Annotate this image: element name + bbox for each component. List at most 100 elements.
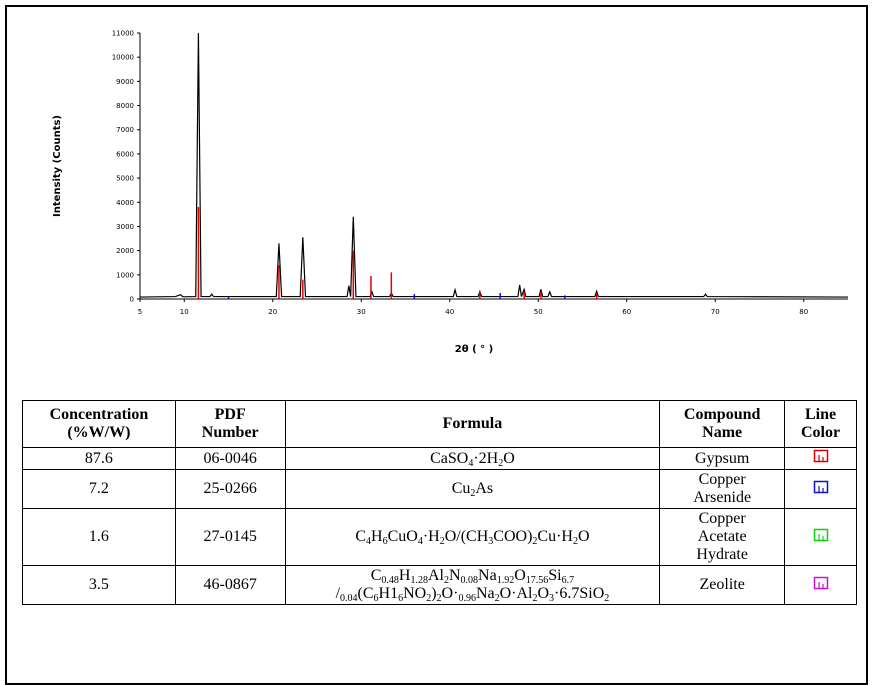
color-cell — [784, 565, 857, 605]
formula-text: Na — [478, 567, 497, 584]
compound-table: Concentration (%W/W) PDF Number Formula Compo… — [22, 400, 857, 605]
formula-subscript: 2 — [436, 593, 442, 604]
y-tick-label: 9000 — [116, 78, 134, 86]
x-tick-label: 5 — [138, 308, 142, 316]
y-tick-label: 3000 — [116, 223, 134, 231]
concentration-cell: 1.6 — [22, 508, 176, 566]
formula-text: H — [398, 567, 411, 584]
formula-subscript: 2 — [572, 536, 578, 547]
name-text: Hydrate — [696, 546, 748, 563]
formula-text: N — [448, 567, 461, 584]
formula-text: NO — [403, 585, 427, 602]
table-row: 1.6 27-0145 C4H6CuO4·H2O/(CH3COO)2Cu·H2O Co… — [22, 508, 857, 566]
formula-subscript: 6 — [382, 536, 388, 547]
formula-text: COO) — [493, 528, 533, 545]
formula-subscript: 2 — [470, 488, 476, 499]
name-text: Gypsum — [695, 449, 750, 467]
y-tick-label: 1000 — [116, 271, 134, 279]
line-color-icon — [813, 480, 828, 493]
name-cell: Zeolite — [659, 565, 786, 605]
x-tick-label: 50 — [534, 308, 543, 316]
header-cell: Formula — [284, 400, 661, 448]
header-text: Line — [804, 406, 837, 423]
y-axis-title: Intensity (Counts) — [52, 115, 63, 217]
formula-subscript: 6 — [373, 593, 379, 604]
formula-text: O/(CH — [444, 528, 489, 545]
y-tick-label: 11000 — [112, 30, 134, 38]
formula-text: C — [370, 567, 382, 584]
header-text: Compound — [683, 406, 761, 423]
icon-box — [813, 449, 828, 463]
formula-subscript: 0.96 — [458, 593, 476, 604]
name-cell: Gypsum — [659, 447, 786, 470]
header-text: Formula — [442, 415, 503, 432]
pdf-cell: 27-0145 — [174, 508, 286, 566]
formula-text: Cu — [451, 480, 471, 497]
x-tick-label: 80 — [799, 308, 808, 316]
y-tick-label: 7000 — [116, 126, 134, 134]
formula-text: O· — [441, 585, 459, 602]
header-text: Concentration — [49, 406, 149, 423]
color-cell — [784, 469, 857, 509]
x-tick-label: 70 — [711, 308, 720, 316]
header-text: Color — [800, 424, 841, 441]
icon-box — [813, 528, 828, 541]
formula-line: C4H6CuO4·H2O/(CH3COO)2Cu·H2O — [288, 528, 658, 547]
formula-subscript: 2 — [532, 536, 538, 547]
formula-text: Al — [427, 567, 444, 584]
formula-text: Na — [475, 585, 495, 602]
header-text: PDF — [214, 406, 246, 423]
formula-line: CaSO4·2H2O — [288, 449, 658, 469]
table-row: 7.2 25-0266 Cu2As Copper Arsenide — [22, 469, 857, 509]
header-cell: Concentration (%W/W) — [22, 400, 176, 448]
x-tick-label: 60 — [622, 308, 631, 316]
formula-cell: Cu2As — [284, 469, 661, 509]
formula-cell: CaSO4·2H2O — [284, 447, 661, 470]
formula-subscript: 0.48 — [381, 575, 399, 586]
line-color-icon — [813, 449, 828, 463]
formula-subscript: 1.28 — [410, 575, 428, 586]
icon-box — [813, 480, 828, 493]
x-axis-title: 2θ ( ° ) — [455, 344, 493, 355]
line-color-icon — [813, 528, 828, 541]
name-text: Copper — [698, 510, 746, 527]
formula-text: Si — [548, 567, 562, 584]
header-text: Name — [702, 424, 743, 441]
y-tick-label: 8000 — [116, 102, 134, 110]
y-tick-label: 0 — [130, 296, 134, 304]
color-cell — [784, 447, 857, 470]
header-cell: PDF Number — [174, 400, 286, 448]
y-tick-label: 6000 — [116, 150, 134, 158]
name-cell: Copper Acetate Hydrate — [659, 508, 786, 566]
pdf-cell: 25-0266 — [174, 469, 286, 509]
table-row: 87.6 06-0046 CaSO4·2H2O Gypsum — [22, 447, 857, 470]
formula-text: As — [475, 480, 494, 497]
y-tick-label: 4000 — [116, 199, 134, 207]
formula-subscript: 6.7 — [561, 575, 575, 586]
formula-subscript: 3 — [488, 536, 494, 547]
formula-text: CaSO — [430, 449, 469, 467]
formula-subscript: 4 — [468, 457, 474, 469]
pdf-cell: 06-0046 — [174, 447, 286, 470]
formula-subscript: 4 — [366, 536, 372, 547]
formula-text: H1 — [378, 585, 399, 602]
formula-subscript: 2 — [532, 593, 538, 604]
header-cell: Line Color — [784, 400, 857, 448]
chart: 2θ ( ° ) Intensity (Counts) 0 1000 2000 300… — [52, 30, 849, 355]
formula-text: C — [355, 528, 367, 545]
formula-text: ·6.7SiO — [554, 585, 605, 602]
formula-cell: C4H6CuO4·H2O/(CH3COO)2Cu·H2O — [284, 508, 661, 566]
formula-subscript: 0.04 — [340, 593, 358, 604]
formula-subscript: 6 — [398, 593, 404, 604]
formula-subscript: 2 — [426, 593, 432, 604]
name-text: Arsenide — [693, 489, 752, 506]
y-tick-label: 10000 — [112, 54, 134, 62]
pattern-line — [139, 32, 849, 298]
x-tick-label: 40 — [445, 308, 454, 316]
name-text: Copper — [698, 471, 746, 488]
formula-line: C0.48H1.28Al2N0.08Na1.92O17.56Si6.7 — [288, 567, 658, 586]
formula-cell: C0.48H1.28Al2N0.08Na1.92O17.56Si6.7/0.04… — [284, 565, 661, 605]
concentration-cell: 3.5 — [22, 565, 176, 605]
y-tick-label: 2000 — [116, 247, 134, 255]
concentration-cell: 87.6 — [22, 447, 176, 470]
